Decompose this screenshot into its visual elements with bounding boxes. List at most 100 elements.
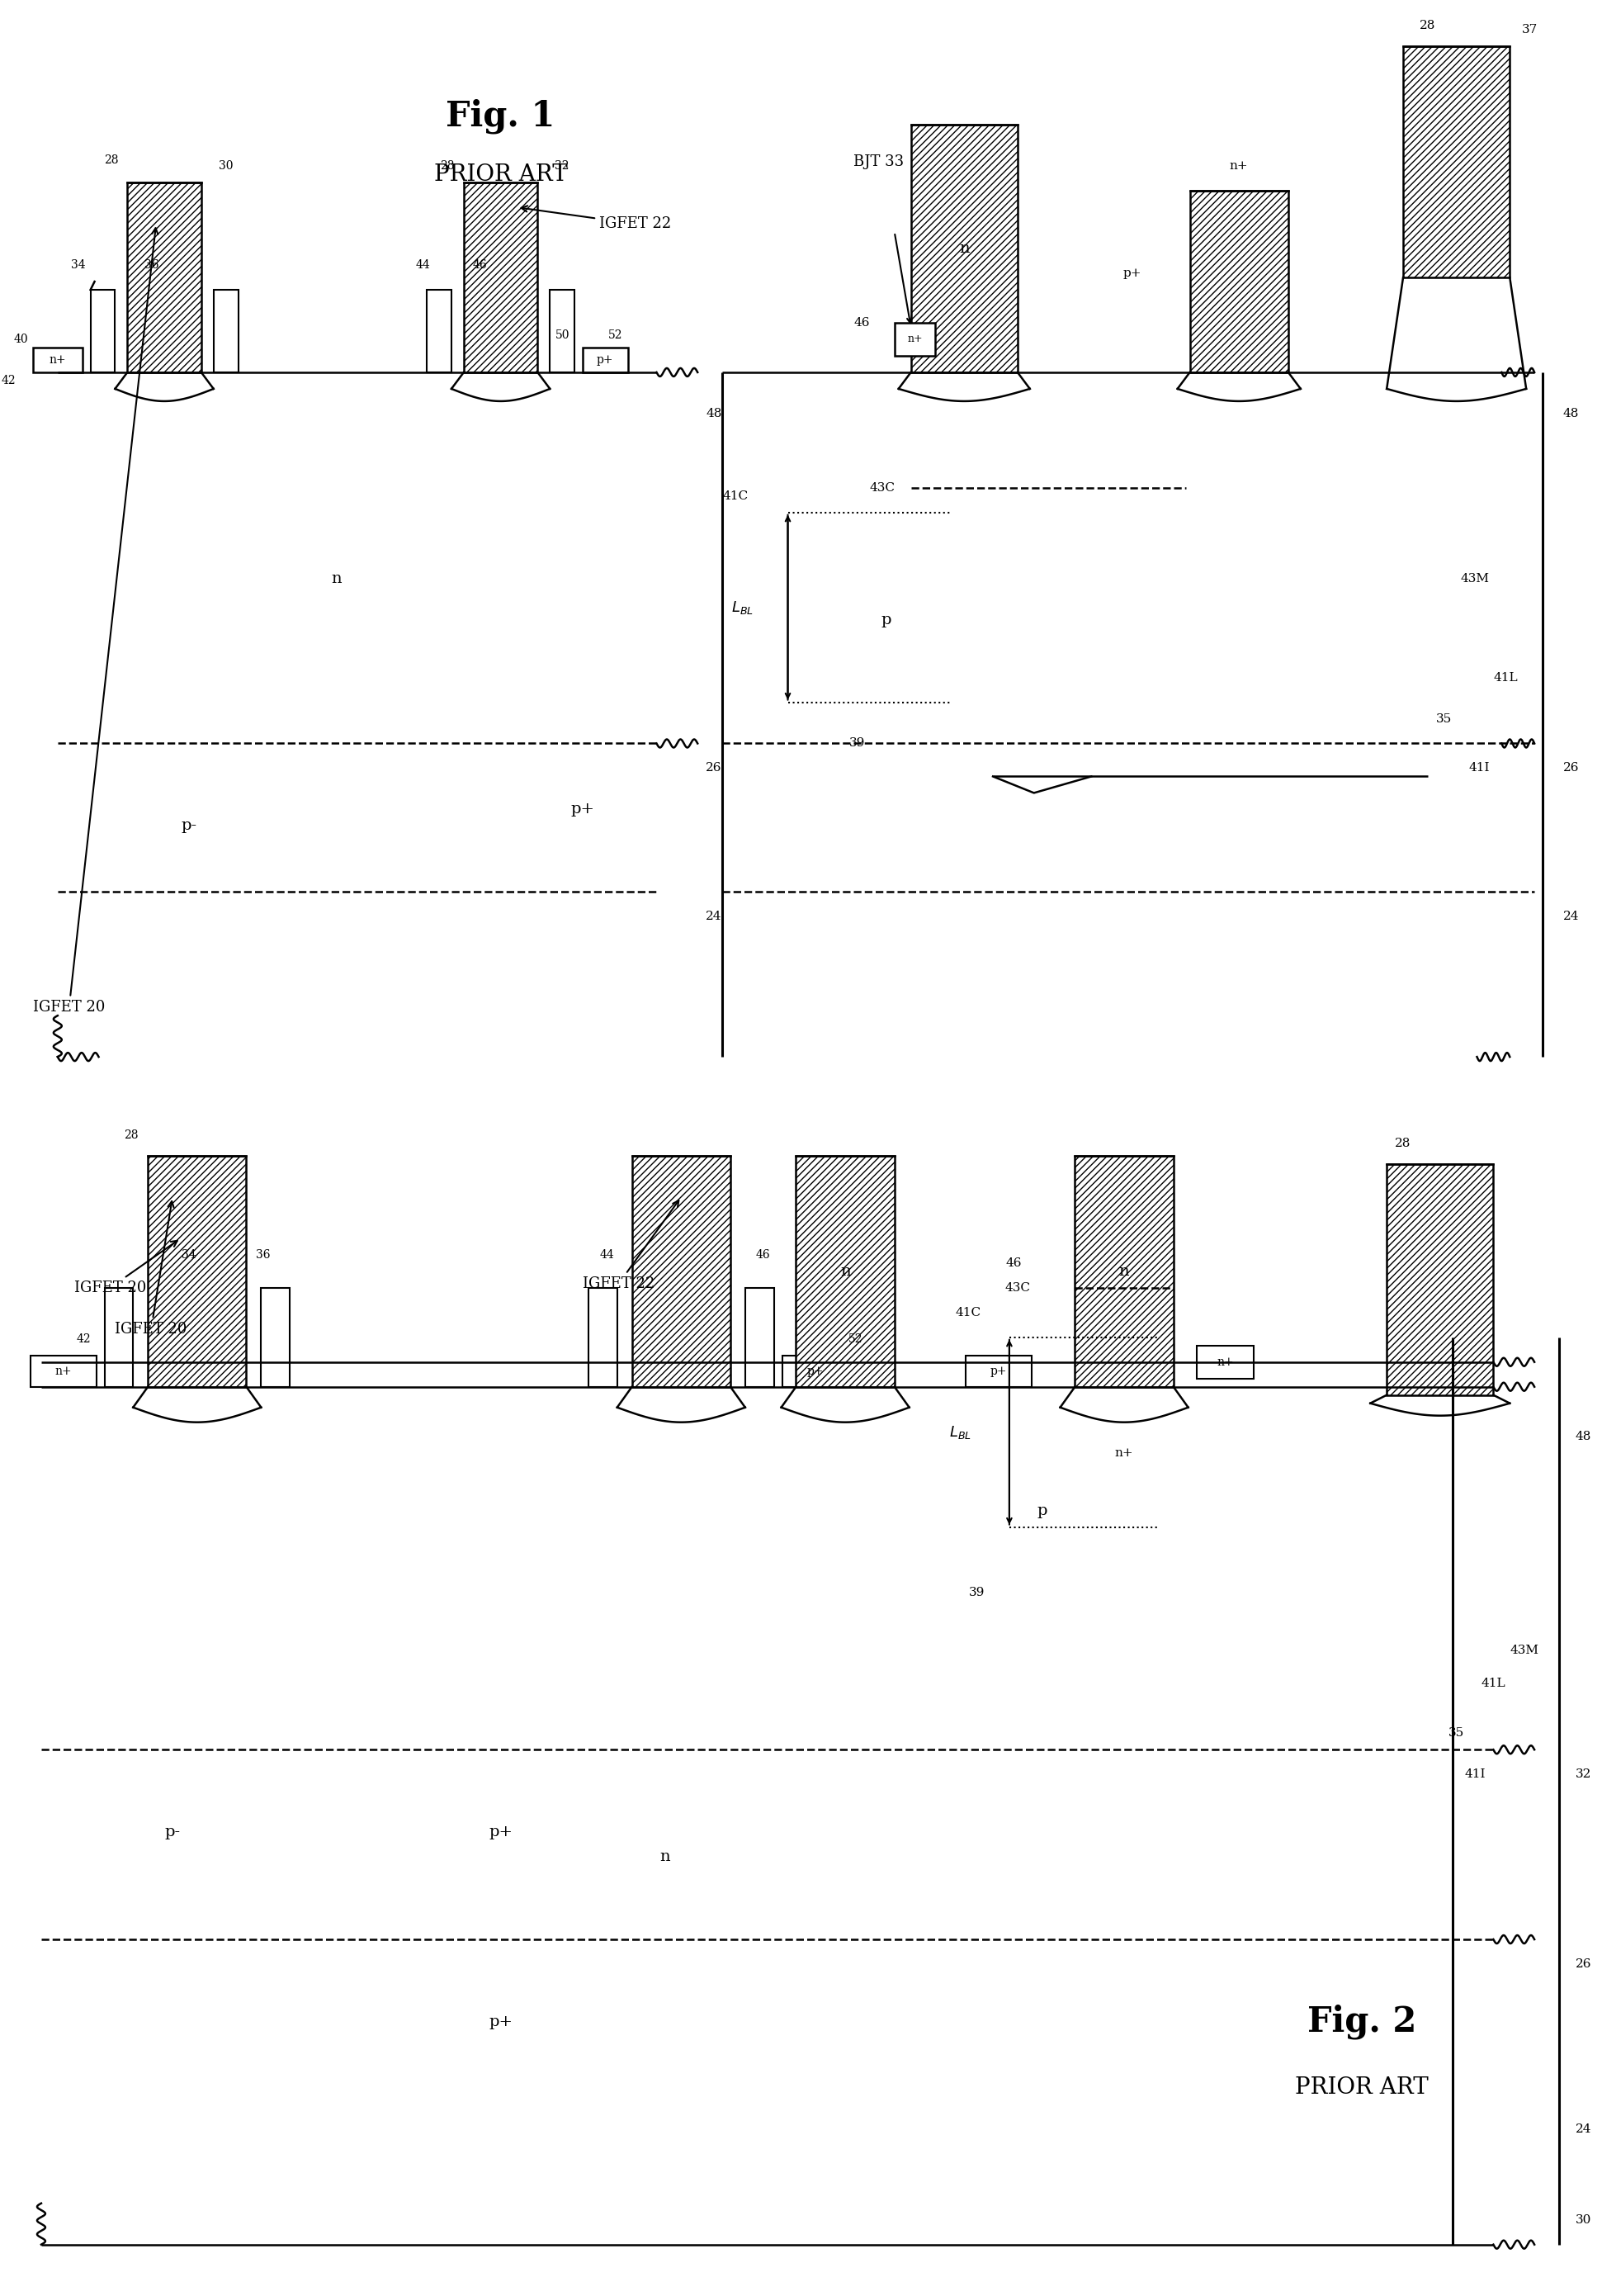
Text: 44: 44 [601, 1249, 615, 1261]
Text: Fig. 1: Fig. 1 [445, 99, 556, 133]
Text: n: n [332, 572, 341, 585]
Bar [34, 347, 82, 372]
Bar [912, 124, 1017, 372]
Text: 42: 42 [77, 1334, 91, 1345]
Bar [128, 184, 202, 372]
Text: p: p [881, 613, 891, 627]
Text: p+: p+ [570, 801, 594, 817]
Bar [745, 1288, 774, 1387]
Text: IGFET 22: IGFET 22 [583, 1201, 679, 1290]
Text: 24: 24 [1564, 912, 1580, 923]
Bar [1387, 1164, 1493, 1396]
Bar [588, 1288, 617, 1387]
Text: 43C: 43C [870, 482, 896, 494]
Text: n+: n+ [907, 333, 923, 344]
Text: 48: 48 [1564, 409, 1580, 420]
Text: 40: 40 [13, 333, 27, 344]
Text: 28: 28 [125, 1130, 139, 1141]
Text: IGFET 22: IGFET 22 [521, 207, 671, 232]
Text: p+: p+ [489, 1825, 513, 1839]
Bar [261, 1288, 290, 1387]
Text: 39: 39 [969, 1587, 985, 1598]
Text: 37: 37 [1522, 25, 1538, 37]
Text: 24: 24 [1575, 2124, 1591, 2135]
Text: 30: 30 [1575, 2213, 1591, 2225]
Text: 50: 50 [554, 328, 569, 342]
Text: 32: 32 [554, 161, 569, 172]
Text: p+: p+ [990, 1366, 1008, 1378]
Text: 41L: 41L [1493, 673, 1517, 684]
Bar [1190, 191, 1288, 372]
Text: 41C: 41C [723, 491, 748, 503]
Text: 32: 32 [1575, 1768, 1591, 1779]
Text: p+: p+ [596, 354, 614, 365]
Text: 43M: 43M [1461, 572, 1490, 583]
Text: 48: 48 [1575, 1430, 1591, 1442]
Text: 46: 46 [854, 317, 870, 328]
Text: 26: 26 [1564, 762, 1580, 774]
Text: PRIOR ART: PRIOR ART [1296, 2076, 1429, 2099]
Text: 44: 44 [415, 259, 429, 271]
Text: n: n [660, 1851, 670, 1864]
Text: 35: 35 [1448, 1727, 1464, 1738]
Text: n+: n+ [50, 354, 66, 365]
Text: 48: 48 [706, 409, 723, 420]
Text: n+: n+ [1115, 1446, 1134, 1458]
Text: 42: 42 [2, 374, 16, 386]
Text: p+: p+ [1123, 269, 1142, 280]
Text: n+: n+ [1230, 161, 1248, 172]
Bar [90, 289, 115, 372]
Text: 41L: 41L [1482, 1678, 1506, 1690]
Text: 46: 46 [756, 1249, 771, 1261]
Bar [426, 289, 452, 372]
Text: p: p [1036, 1504, 1048, 1518]
Bar [30, 1355, 96, 1387]
Text: p-: p- [165, 1825, 181, 1839]
Text: IGFET 20: IGFET 20 [34, 227, 159, 1015]
Text: PRIOR ART: PRIOR ART [434, 163, 567, 186]
Text: n: n [839, 1263, 851, 1279]
Text: 35: 35 [1435, 714, 1451, 726]
Text: 46: 46 [473, 259, 487, 271]
Bar [631, 1155, 731, 1387]
Text: p-: p- [181, 817, 197, 833]
Text: n+: n+ [54, 1366, 72, 1378]
Bar [1075, 1155, 1173, 1387]
Text: 28: 28 [1419, 21, 1435, 32]
Text: 41I: 41I [1464, 1768, 1485, 1779]
Bar [463, 184, 538, 372]
Bar [1403, 46, 1509, 278]
Bar [1197, 1345, 1254, 1378]
Text: 46: 46 [1006, 1258, 1022, 1270]
Text: Fig. 2: Fig. 2 [1307, 2004, 1416, 2039]
Text: $L_{BL}$: $L_{BL}$ [948, 1424, 971, 1440]
Bar [782, 1355, 847, 1387]
Text: 52: 52 [849, 1334, 863, 1345]
Text: 41I: 41I [1469, 762, 1490, 774]
Text: n: n [1118, 1263, 1129, 1279]
Text: 28: 28 [104, 154, 119, 165]
Text: n+: n+ [1216, 1357, 1234, 1368]
Text: 36: 36 [256, 1249, 271, 1261]
Bar [213, 289, 239, 372]
Text: 34: 34 [70, 259, 85, 271]
Bar [894, 324, 936, 356]
Text: IGFET 20: IGFET 20 [115, 1201, 187, 1336]
Text: 24: 24 [706, 912, 723, 923]
Text: p+: p+ [489, 2014, 513, 2030]
Text: 34: 34 [181, 1249, 195, 1261]
Text: 26: 26 [706, 762, 723, 774]
Text: 43C: 43C [1004, 1281, 1030, 1293]
Text: 43M: 43M [1509, 1644, 1538, 1655]
Text: $L_{BL}$: $L_{BL}$ [732, 599, 755, 615]
Text: 41C: 41C [955, 1306, 980, 1318]
Text: 36: 36 [144, 259, 159, 271]
Text: 28: 28 [441, 161, 455, 172]
Text: 26: 26 [1575, 1958, 1591, 1970]
Text: IGFET 20: IGFET 20 [74, 1240, 178, 1295]
Bar [966, 1355, 1032, 1387]
Text: 30: 30 [218, 161, 232, 172]
Text: 28: 28 [1395, 1139, 1411, 1150]
Bar [549, 289, 575, 372]
Text: p+: p+ [806, 1366, 823, 1378]
